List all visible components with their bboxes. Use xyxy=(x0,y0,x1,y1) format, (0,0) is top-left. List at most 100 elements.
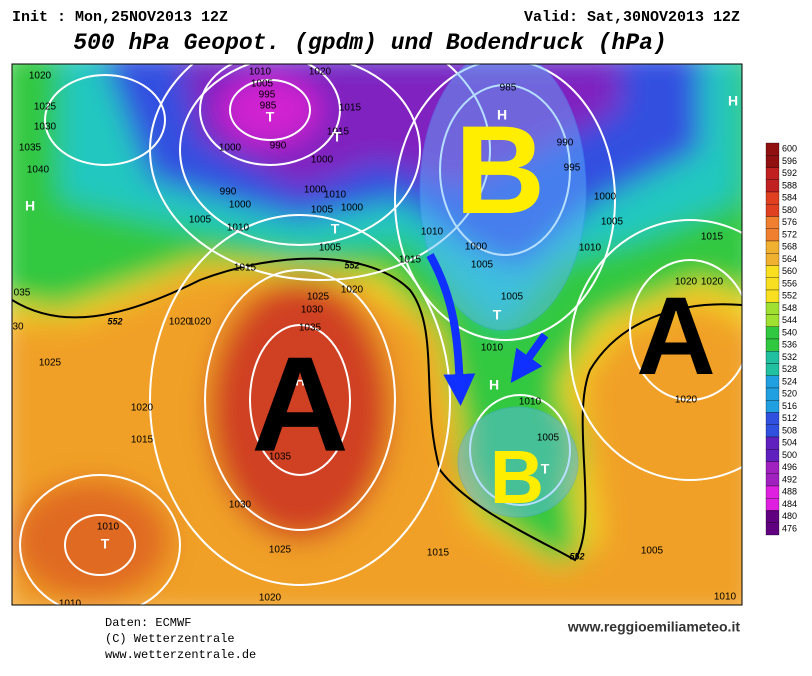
isobar xyxy=(229,79,311,141)
colorbar-label: 572 xyxy=(782,229,797,239)
area-core xyxy=(220,75,320,145)
isobar xyxy=(199,64,341,166)
colorbar-label: 556 xyxy=(782,278,797,288)
pressure-marker: H xyxy=(497,107,507,123)
isobar xyxy=(64,514,136,576)
colorbar-label: 596 xyxy=(782,156,797,166)
colorbar-label: 524 xyxy=(782,376,797,386)
isobar-label: 1005 xyxy=(641,546,664,557)
colorbar-label: 496 xyxy=(782,462,797,472)
isobar-label: 990 xyxy=(557,138,574,149)
isobar-label: 1020 xyxy=(675,277,698,288)
colorbar-swatch xyxy=(765,473,780,487)
colorbar-label: 588 xyxy=(782,180,797,190)
colorbar-label: 484 xyxy=(782,499,797,509)
isobar-label: 1030 xyxy=(34,122,57,133)
colorbar-label: 476 xyxy=(782,523,797,533)
isobar-label: 1010 xyxy=(579,243,602,254)
isobar-label: 995 xyxy=(259,90,276,101)
isobar-label: 985 xyxy=(260,101,277,112)
isobar-label: 1025 xyxy=(307,292,330,303)
colorbar-swatch xyxy=(765,216,780,229)
isobar-label: 1000 xyxy=(341,203,364,214)
colorbar-swatch xyxy=(765,289,780,303)
isobar-label: 1005 xyxy=(319,243,342,254)
colorbar-swatch xyxy=(765,155,780,168)
pressure-system: A xyxy=(251,329,349,480)
isobar-label: 1010 xyxy=(227,223,250,234)
isobar-label: 1005 xyxy=(501,292,524,303)
colorbar-label: 520 xyxy=(782,389,797,399)
credit: www.reggioemiliameteo.it xyxy=(567,619,741,635)
area-red-sw xyxy=(12,480,170,600)
colorbar-swatch xyxy=(765,228,780,242)
isohypse-label: 552 xyxy=(107,316,122,326)
isobar-label: 1005 xyxy=(311,205,334,216)
low-highlight xyxy=(457,406,579,518)
isobar-label: 30 xyxy=(12,322,24,333)
isobar-label: 1010 xyxy=(97,522,120,533)
isobar-label: 1020 xyxy=(189,317,212,328)
area-red xyxy=(210,280,390,540)
isobar-label: 990 xyxy=(220,187,237,198)
colorbar-label: 480 xyxy=(782,511,797,521)
colorbar-swatch xyxy=(765,338,780,352)
isobar-label: 1015 xyxy=(131,435,154,446)
colorbar-swatch xyxy=(765,240,780,254)
colorbar-label: 600 xyxy=(782,144,797,154)
isobar-label: 1035 xyxy=(299,323,322,334)
colorbar-swatch xyxy=(765,522,780,536)
isobar-label: 1000 xyxy=(465,242,488,253)
pressure-marker: T xyxy=(101,536,110,552)
isobar-label: 1015 xyxy=(701,232,724,243)
isobar-label: 1020 xyxy=(169,317,192,328)
isobar-label: 1015 xyxy=(234,263,257,274)
pressure-system: B xyxy=(455,101,545,240)
isobar-label: 1025 xyxy=(34,102,57,113)
isobar-label: 1010 xyxy=(324,190,347,201)
colorbar-swatch xyxy=(765,142,780,156)
pressure-marker: T xyxy=(331,221,340,237)
colorbar-label: 528 xyxy=(782,364,797,374)
isobar-label: 990 xyxy=(270,141,287,152)
colorbar-label: 560 xyxy=(782,266,797,276)
colorbar-swatch xyxy=(765,167,780,180)
colorbar-label: 508 xyxy=(782,425,797,435)
map-frame xyxy=(11,63,743,606)
colorbar-swatch xyxy=(765,387,780,401)
pressure-marker: T xyxy=(266,109,275,125)
isobar-label: 1005 xyxy=(537,433,560,444)
colorbar-label: 516 xyxy=(782,401,797,411)
colorbar-swatch xyxy=(765,375,780,389)
colorbar-swatch xyxy=(765,461,780,474)
isobar-label: 1015 xyxy=(427,548,450,559)
colorbar-label: 504 xyxy=(782,438,797,448)
isobar xyxy=(179,64,421,246)
colorbar-label: 584 xyxy=(782,193,797,203)
map-title: 500 hPa Geopot. (gpdm) und Bodendruck (h… xyxy=(73,30,667,56)
isobar-label: 1020 xyxy=(259,593,282,604)
colorbar-swatch xyxy=(765,265,780,278)
pressure-marker: H xyxy=(489,377,499,393)
colorbar-label: 488 xyxy=(782,487,797,497)
colorbar-swatch xyxy=(765,436,780,450)
isobar xyxy=(439,84,571,256)
isobar-label: 1020 xyxy=(701,277,724,288)
isobar-label: 1000 xyxy=(229,200,252,211)
copyright: (C) Wetterzentrale xyxy=(105,632,235,646)
colorbar-swatch xyxy=(765,449,780,462)
isobar-label: 1025 xyxy=(39,358,62,369)
init-time: Init : Mon,25NOV2013 12Z xyxy=(12,9,228,26)
isobar-label: 1005 xyxy=(601,217,624,228)
colorbar-label: 512 xyxy=(782,413,797,423)
colorbar-label: 540 xyxy=(782,327,797,337)
isobar-label: 1025 xyxy=(269,545,292,556)
map-background xyxy=(12,64,742,605)
isobar-label: 1000 xyxy=(304,185,327,196)
isobar xyxy=(19,474,181,605)
isobar-label: 1020 xyxy=(29,71,52,82)
isobar-label: 1035 xyxy=(269,452,292,463)
colorbar-swatch xyxy=(765,498,780,511)
isobar-label: 1000 xyxy=(219,143,242,154)
